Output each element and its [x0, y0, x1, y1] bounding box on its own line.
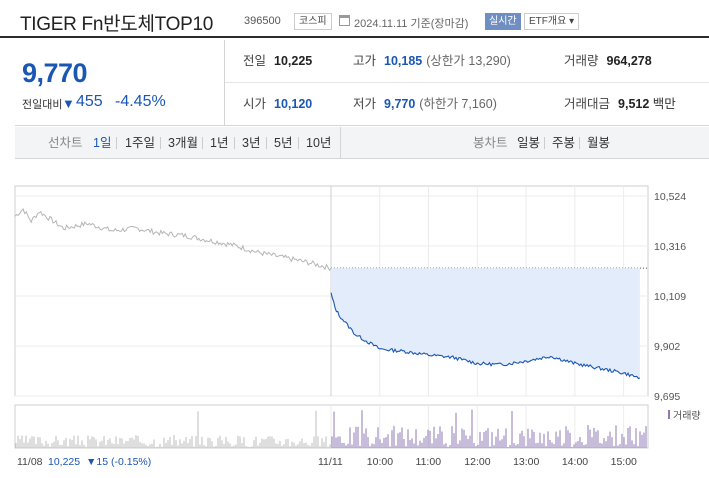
series-prev-day-line — [14, 208, 332, 272]
as-of-date: 2024.11.11 기준(장마감) — [354, 18, 469, 30]
y-tick-label: 10,109 — [654, 291, 686, 303]
tab-3y[interactable]: 3년 — [242, 136, 261, 150]
amount-unit: 백만 — [652, 97, 676, 111]
high-value: 10,185 — [384, 54, 423, 68]
tab-weekly-candle[interactable]: 주봉 — [552, 136, 576, 150]
down-arrow-icon: ▼ — [62, 96, 75, 111]
realtime-button[interactable]: 실시간 — [485, 13, 521, 30]
price-change: 455 — [76, 93, 103, 110]
low-value: 9,770 — [384, 97, 416, 111]
x-tick-label: 11:00 — [416, 456, 442, 468]
tab-3m[interactable]: 3개월 — [168, 136, 198, 150]
open-cell: 시가 10,120 — [243, 97, 313, 111]
prev-close-cell: 전일 10,225 — [243, 54, 313, 68]
line-chart-label: 선차트 — [48, 136, 83, 150]
y-tick-label: 10,316 — [654, 241, 686, 253]
stats-row-2: 시가 10,120 저가 9,770 (하한가 7,160) 거래대금 9,512 백만 — [225, 83, 709, 126]
series-today-fill — [331, 268, 640, 379]
calendar-icon — [339, 15, 350, 26]
series-today-line — [330, 292, 641, 380]
fund-name: TIGER Fn반도체TOP10 — [20, 14, 213, 35]
etf-overview-dropdown[interactable]: ETF개요 ▾ — [524, 13, 580, 30]
tab-1d[interactable]: 1일 — [93, 136, 112, 150]
x-tick-label: 11/11 — [318, 456, 343, 468]
price-change-percent: -4.45% — [115, 93, 166, 110]
tab-1y[interactable]: 1년 — [210, 136, 229, 150]
candle-chart-label: 봉차트 — [473, 136, 508, 150]
tab-monthly-candle[interactable]: 월봉 — [587, 136, 611, 150]
current-price-box: 9,770 전일대비 ▼ 455 -4.45% — [15, 40, 225, 126]
amount-cell: 거래대금 9,512 백만 — [564, 97, 676, 111]
title-bar: TIGER Fn반도체TOP10 396500 코스피 2024.11.11 기… — [0, 0, 709, 38]
footer-close: 10,225 — [48, 456, 80, 468]
y-tick-label: 9,695 — [654, 391, 680, 403]
price-summary: 9,770 전일대비 ▼ 455 -4.45% 전일 10,225 고가 10,18… — [15, 40, 709, 126]
fund-code: 396500 — [244, 15, 281, 27]
tab-1w[interactable]: 1주일 — [125, 136, 155, 150]
change-label: 전일대비 — [22, 99, 63, 111]
prev-close-value: 10,225 — [274, 54, 313, 68]
x-tick-label: 12:00 — [464, 456, 490, 468]
low-cell: 저가 9,770 (하한가 7,160) — [353, 97, 497, 111]
x-tick-label: 10:00 — [367, 456, 393, 468]
high-cell: 고가 10,185 (상한가 13,290) — [353, 54, 511, 68]
x-tick-label: 15:00 — [611, 456, 637, 468]
lower-limit: (하한가 7,160) — [419, 97, 497, 111]
period-tabs: 선차트 1일 1주일 3개월 1년 3년 5년 10년 봉차트 일봉 주봉 월봉 — [15, 127, 709, 159]
volume-value: 964,278 — [606, 54, 652, 68]
market-badge: 코스피 — [294, 13, 332, 30]
tab-5y[interactable]: 5년 — [274, 136, 293, 150]
current-price: 9,770 — [22, 58, 88, 88]
volume-legend-label: 거래량 — [673, 410, 701, 422]
tab-10y[interactable]: 10년 — [306, 136, 332, 150]
upper-limit: (상한가 13,290) — [426, 54, 511, 68]
y-tick-label: 9,902 — [654, 341, 680, 353]
footer-change: ▼15 (-0.15%) — [86, 456, 151, 468]
amount-value: 9,512 — [618, 97, 650, 111]
x-tick-label: 13:00 — [513, 456, 539, 468]
y-tick-label: 10,524 — [654, 191, 686, 203]
tab-daily-candle[interactable]: 일봉 — [517, 136, 541, 150]
stats-row-1: 전일 10,225 고가 10,185 (상한가 13,290) 거래량 964,278 — [225, 40, 709, 83]
open-value: 10,120 — [274, 97, 313, 111]
x-tick-label: 14:00 — [562, 456, 588, 468]
x-tick-label: 11/08 — [17, 456, 43, 468]
volume-legend-swatch — [668, 410, 670, 419]
volume-cell: 거래량 964,278 — [564, 54, 652, 68]
